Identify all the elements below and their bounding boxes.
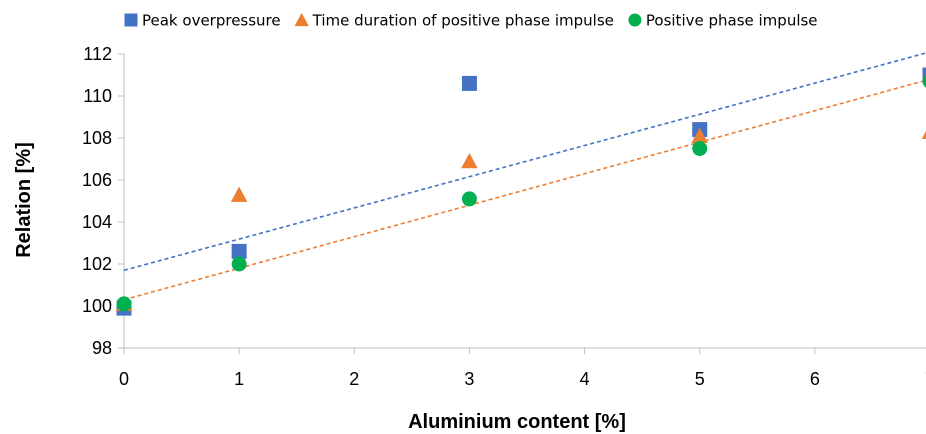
legend-label: Positive phase impulse [646, 12, 818, 30]
data-point-triangle [691, 127, 708, 144]
x-axis: 0 1 2 3 4 5 6 7 [119, 347, 926, 389]
legend-marker-square [124, 13, 138, 27]
data-point-square [922, 67, 926, 83]
series-2 [116, 74, 926, 312]
data-point-square [231, 243, 247, 259]
x-tick-label: 5 [695, 369, 705, 389]
data-point-circle [116, 296, 132, 312]
x-tick-label: 4 [580, 369, 590, 389]
x-tick-label: 1 [234, 369, 244, 389]
trendlines [123, 52, 926, 301]
y-tick-label: 102 [82, 254, 112, 274]
legend-item-0: Peak overpressure [124, 12, 281, 30]
data-point-triangle [461, 152, 478, 169]
y-tick-label: 108 [82, 128, 112, 148]
x-tick-label: 6 [810, 369, 820, 389]
y-tick-label: 112 [83, 44, 112, 64]
legend-item-2: Positive phase impulse [628, 12, 818, 30]
y-tick-label: 106 [82, 170, 112, 190]
y-tick-label: 100 [82, 296, 112, 316]
x-tick-label: 2 [349, 369, 359, 389]
data-point-triangle [921, 130, 926, 139]
legend-marker-circle [628, 13, 642, 27]
legend-marker-triangle [294, 12, 309, 27]
data-points [115, 67, 926, 316]
y-tick-label: 104 [82, 212, 112, 232]
x-tick-label: 7 [925, 369, 926, 389]
x-axis-title: Aluminium content [%] [408, 411, 626, 433]
trendline-1 [123, 79, 926, 301]
x-tick-label: 3 [464, 369, 474, 389]
data-point-triangle [230, 186, 248, 202]
data-point-square [461, 75, 477, 91]
legend-label: Peak overpressure [142, 12, 281, 30]
x-tick-label: 0 [119, 369, 129, 389]
y-axis-title: Relation [%] [13, 142, 35, 258]
data-point-circle [692, 141, 708, 156]
legend: Peak overpressure Time duration of positi… [124, 12, 818, 30]
y-axis: 98 100 102 104 106 108 110 112 [82, 44, 125, 358]
series-1 [115, 127, 926, 312]
y-tick-label: 110 [83, 86, 112, 106]
y-tick-label: 98 [92, 338, 112, 358]
data-point-circle [461, 191, 477, 207]
legend-item-1: Time duration of positive phase impulse [294, 12, 614, 30]
data-point-circle [922, 74, 926, 88]
data-point-circle [231, 256, 247, 272]
legend-label: Time duration of positive phase impulse [312, 12, 614, 30]
trendline-0 [123, 52, 926, 272]
